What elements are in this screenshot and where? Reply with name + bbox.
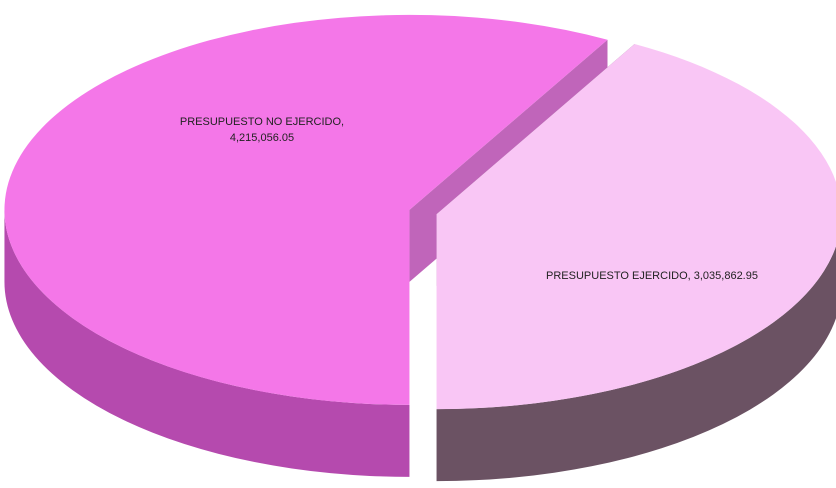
- separator: ,: [341, 116, 344, 128]
- slice: [4, 14, 608, 405]
- slice-side: [436, 246, 836, 482]
- separator: ,: [688, 270, 694, 282]
- value-label: 4,215,056.05: [230, 132, 294, 144]
- category-label: PRESUPUESTO EJERCIDO: [546, 270, 688, 282]
- pie: [4, 14, 836, 482]
- slice-side: [4, 209, 410, 477]
- data-label: PRESUPUESTO NO EJERCIDO,: [180, 116, 344, 128]
- data-label: PRESUPUESTO EJERCIDO, 3,035,862.95: [546, 270, 758, 282]
- value-label: 3,035,862.95: [694, 270, 758, 282]
- slice: [436, 44, 836, 410]
- category-label: PRESUPUESTO NO EJERCIDO: [180, 116, 342, 128]
